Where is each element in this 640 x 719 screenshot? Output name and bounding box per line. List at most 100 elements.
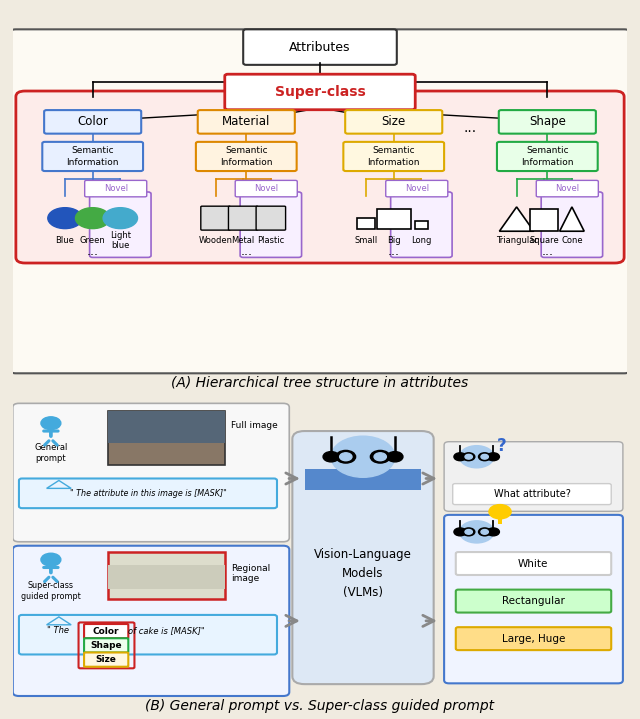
Text: Metal: Metal: [232, 236, 255, 245]
Text: Attributes: Attributes: [289, 41, 351, 54]
Text: Semantic
Information: Semantic Information: [367, 147, 420, 167]
Circle shape: [460, 521, 494, 543]
Text: Color: Color: [93, 627, 120, 636]
FancyArrowPatch shape: [53, 577, 57, 582]
FancyBboxPatch shape: [10, 29, 630, 373]
Circle shape: [463, 528, 475, 536]
Text: Vision-Language
Models
(VLMs): Vision-Language Models (VLMs): [314, 548, 412, 599]
Text: Regional
image: Regional image: [231, 564, 270, 583]
FancyBboxPatch shape: [228, 206, 258, 230]
FancyBboxPatch shape: [444, 441, 623, 511]
FancyBboxPatch shape: [292, 431, 434, 684]
FancyBboxPatch shape: [386, 180, 448, 197]
Circle shape: [336, 450, 356, 463]
Text: White: White: [518, 559, 548, 569]
FancyBboxPatch shape: [84, 653, 128, 667]
FancyBboxPatch shape: [456, 627, 611, 650]
FancyBboxPatch shape: [377, 209, 411, 229]
Text: Plastic: Plastic: [257, 236, 284, 245]
Text: Large, Huge: Large, Huge: [502, 633, 565, 644]
Text: Size: Size: [381, 115, 406, 129]
Bar: [530, 209, 558, 232]
Text: Semantic
Information: Semantic Information: [521, 147, 573, 167]
FancyBboxPatch shape: [497, 142, 598, 171]
FancyBboxPatch shape: [84, 638, 128, 653]
Circle shape: [465, 529, 472, 534]
Text: ...: ...: [541, 245, 554, 258]
Text: What attribute?: What attribute?: [493, 490, 570, 499]
FancyBboxPatch shape: [456, 552, 611, 575]
Bar: [108, 411, 225, 443]
Circle shape: [487, 453, 499, 461]
FancyArrowPatch shape: [45, 441, 49, 445]
Text: ...: ...: [240, 245, 252, 258]
Text: Cone: Cone: [561, 236, 582, 245]
FancyBboxPatch shape: [225, 74, 415, 110]
FancyBboxPatch shape: [201, 206, 230, 230]
FancyBboxPatch shape: [256, 206, 285, 230]
Circle shape: [460, 446, 494, 468]
Circle shape: [465, 454, 472, 459]
Circle shape: [374, 453, 387, 461]
Text: Novel: Novel: [556, 184, 579, 193]
Circle shape: [323, 452, 339, 462]
Bar: [108, 565, 225, 590]
Text: Square: Square: [529, 236, 559, 245]
Text: " The: " The: [47, 626, 68, 636]
FancyBboxPatch shape: [444, 515, 623, 683]
FancyBboxPatch shape: [196, 142, 297, 171]
FancyBboxPatch shape: [16, 91, 624, 263]
FancyBboxPatch shape: [19, 479, 277, 508]
Text: Small: Small: [355, 236, 378, 245]
Text: Blue: Blue: [56, 236, 74, 245]
Text: Material: Material: [222, 115, 271, 129]
Text: Full image: Full image: [231, 421, 278, 430]
Circle shape: [487, 528, 499, 536]
Text: Novel: Novel: [254, 184, 278, 193]
FancyArrowPatch shape: [53, 441, 57, 445]
Circle shape: [481, 454, 488, 459]
Text: Big: Big: [387, 236, 401, 245]
FancyBboxPatch shape: [13, 403, 289, 542]
FancyArrowPatch shape: [45, 577, 49, 582]
Text: Green: Green: [80, 236, 106, 245]
Circle shape: [489, 505, 511, 519]
Polygon shape: [559, 207, 584, 232]
Text: Semantic
Information: Semantic Information: [67, 147, 119, 167]
Text: of cake is [MASK]": of cake is [MASK]": [128, 626, 205, 636]
Text: General
prompt: General prompt: [34, 443, 68, 463]
Circle shape: [479, 453, 491, 461]
Text: Super-class
guided prompt: Super-class guided prompt: [21, 581, 81, 601]
Bar: [305, 469, 421, 490]
Text: Wooden: Wooden: [198, 236, 232, 245]
Text: Rectangular: Rectangular: [502, 596, 564, 606]
Text: ...: ...: [86, 245, 99, 258]
FancyBboxPatch shape: [240, 192, 301, 257]
Circle shape: [331, 436, 395, 477]
Circle shape: [479, 528, 491, 536]
Text: ...: ...: [388, 245, 400, 258]
FancyBboxPatch shape: [42, 142, 143, 171]
FancyBboxPatch shape: [44, 110, 141, 134]
Text: ...: ...: [464, 122, 477, 135]
Text: (B) General prompt vs. Super-class guided prompt: (B) General prompt vs. Super-class guide…: [145, 699, 495, 713]
Text: Long: Long: [411, 236, 431, 245]
Circle shape: [454, 528, 466, 536]
Circle shape: [371, 450, 390, 463]
FancyBboxPatch shape: [456, 590, 611, 613]
Text: Size: Size: [96, 655, 116, 664]
Text: Triangular: Triangular: [495, 236, 538, 245]
Polygon shape: [47, 480, 71, 488]
FancyBboxPatch shape: [108, 551, 225, 599]
Text: Shape: Shape: [90, 641, 122, 650]
FancyBboxPatch shape: [499, 110, 596, 134]
FancyBboxPatch shape: [357, 218, 375, 229]
FancyBboxPatch shape: [390, 192, 452, 257]
Bar: [498, 518, 502, 524]
Text: Super-class: Super-class: [275, 85, 365, 99]
Circle shape: [340, 453, 352, 461]
FancyBboxPatch shape: [415, 221, 428, 229]
Circle shape: [48, 208, 82, 229]
FancyBboxPatch shape: [541, 192, 603, 257]
Polygon shape: [499, 207, 534, 232]
